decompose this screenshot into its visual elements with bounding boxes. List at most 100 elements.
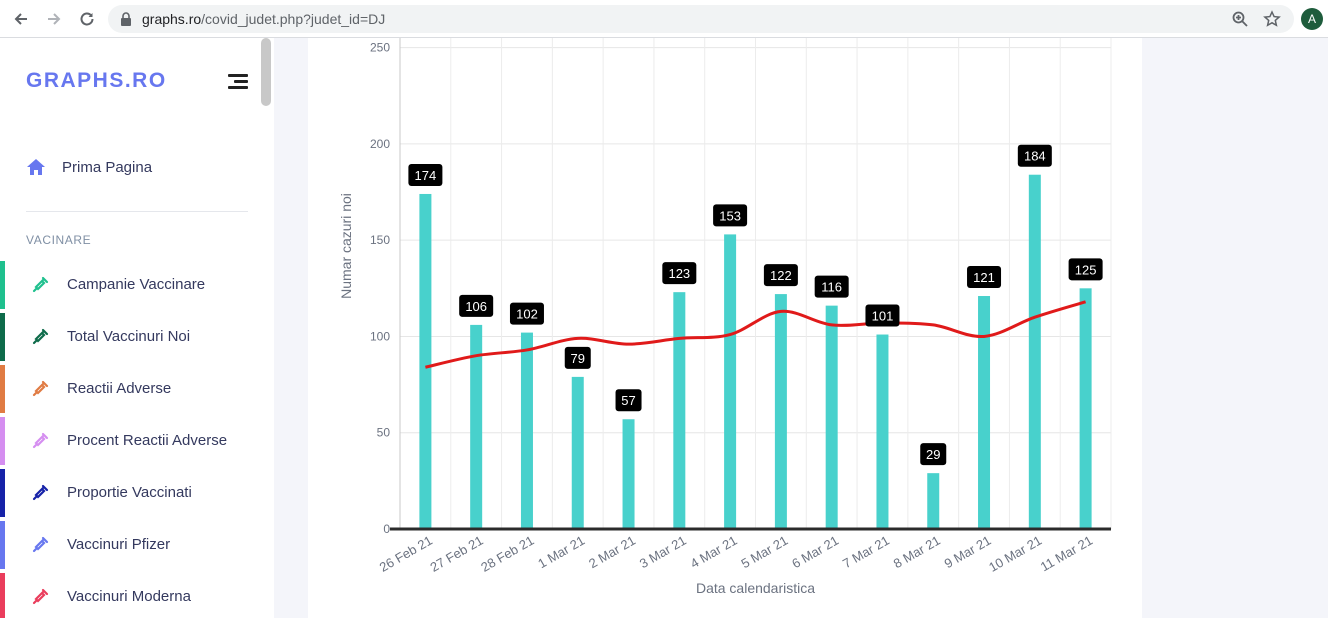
- bookmark-star-icon[interactable]: [1263, 10, 1281, 28]
- address-bar[interactable]: graphs.ro/covid_judet.php?judet_id=DJ: [108, 5, 1294, 33]
- sidebar-item-label: Procent Reactii Adverse: [67, 432, 228, 449]
- data-label-box: [615, 389, 642, 412]
- trend-line: [425, 300, 1087, 369]
- data-label: 102: [516, 307, 538, 322]
- y-tick-label: 50: [377, 426, 391, 440]
- bar-6: [724, 234, 737, 529]
- sidebar-item-total-vaccinuri-noi[interactable]: Total Vaccinuri Noi: [0, 313, 274, 361]
- item-accent-bar: [0, 469, 5, 517]
- x-tick-label: 9 Mar 21: [942, 533, 994, 572]
- x-tick-label: 11 Mar 21: [1038, 533, 1095, 575]
- home-icon: [27, 159, 45, 175]
- data-label: 79: [571, 351, 585, 366]
- sidebar-scrollbar[interactable]: [261, 38, 271, 106]
- data-label-box: [865, 304, 900, 327]
- x-tick-label: 6 Mar 21: [789, 533, 841, 572]
- data-label: 101: [872, 309, 894, 324]
- x-tick-label: 5 Mar 21: [738, 533, 790, 572]
- lock-icon: [121, 12, 131, 26]
- sidebar-item-home[interactable]: Prima Pagina: [26, 158, 152, 176]
- back-icon[interactable]: [9, 8, 33, 30]
- section-header: VACINARE: [26, 233, 92, 247]
- sidebar-item-label: Proportie Vaccinati: [67, 484, 192, 501]
- sidebar-item-vaccinuri-pfizer[interactable]: Vaccinuri Pfizer: [0, 521, 274, 569]
- bar-3: [571, 376, 584, 529]
- data-label-box: [408, 163, 443, 186]
- x-tick-label: 7 Mar 21: [840, 533, 892, 572]
- syringe-icon: [32, 536, 49, 553]
- syringe-icon: [32, 432, 49, 449]
- x-tick-label: 1 Mar 21: [535, 533, 587, 572]
- reload-icon[interactable]: [75, 8, 99, 30]
- bar-4: [622, 419, 635, 529]
- data-label-box: [564, 346, 591, 369]
- x-tick-label: 28 Feb 21: [478, 533, 536, 575]
- bar-7: [774, 294, 787, 529]
- sidebar-item-vaccinuri-moderna[interactable]: Vaccinuri Moderna: [0, 573, 274, 618]
- sidebar-item-procent-reactii-adverse[interactable]: Procent Reactii Adverse: [0, 417, 274, 465]
- bar-11: [978, 296, 991, 529]
- x-tick-label: 26 Feb 21: [377, 533, 435, 575]
- data-label: 123: [668, 266, 690, 281]
- data-label-box: [459, 294, 494, 317]
- bar-10: [927, 473, 940, 529]
- data-label: 29: [926, 447, 940, 462]
- y-axis-title: Numar cazuri noi: [338, 193, 354, 299]
- bar-1: [470, 324, 483, 529]
- bar-5: [673, 292, 686, 529]
- syringe-icon: [32, 380, 49, 397]
- item-accent-bar: [0, 365, 5, 413]
- data-label: 184: [1024, 149, 1046, 164]
- y-tick-label: 100: [370, 329, 390, 343]
- syringe-icon: [32, 588, 49, 605]
- data-label-box: [509, 302, 544, 325]
- y-tick-label: 0: [383, 522, 390, 536]
- data-label: 125: [1075, 262, 1097, 277]
- data-label: 153: [719, 208, 741, 223]
- bar-8: [825, 305, 838, 529]
- y-tick-label: 150: [370, 233, 390, 247]
- forward-icon[interactable]: [42, 8, 66, 30]
- data-label: 116: [821, 280, 842, 295]
- x-tick-label: 4 Mar 21: [688, 533, 740, 572]
- brand-logo[interactable]: GRAPHS.RO: [26, 69, 167, 92]
- data-label-box: [763, 264, 798, 287]
- sidebar-item-reactii-adverse[interactable]: Reactii Adverse: [0, 365, 274, 413]
- x-tick-label: 3 Mar 21: [637, 533, 689, 572]
- sidebar-item-label: Prima Pagina: [62, 158, 153, 176]
- data-label: 174: [415, 168, 437, 183]
- bar-13: [1079, 288, 1092, 529]
- sidebar-item-label: Campanie Vaccinare: [67, 276, 206, 293]
- x-tick-label: 2 Mar 21: [586, 533, 638, 572]
- sidebar-item-label: Total Vaccinuri Noi: [67, 328, 191, 345]
- sidebar-item-campanie-vaccinare[interactable]: Campanie Vaccinare: [0, 261, 274, 309]
- url-text[interactable]: graphs.ro/covid_judet.php?judet_id=DJ: [142, 11, 386, 27]
- sidebar-item-label: Vaccinuri Moderna: [67, 588, 191, 605]
- divider: [26, 211, 248, 212]
- bar-9: [876, 334, 889, 529]
- item-accent-bar: [0, 417, 5, 465]
- item-accent-bar: [0, 573, 5, 618]
- x-tick-label: 27 Feb 21: [427, 533, 485, 575]
- item-accent-bar: [0, 521, 5, 569]
- data-label-box: [713, 204, 748, 227]
- chart: 0 50 100 150 200 250 174 106 102 79 57 123 153 122 116…: [338, 38, 1112, 596]
- sidebar: GRAPHS.RO Prima Pagina VACINARE Campanie…: [0, 38, 274, 618]
- syringe-icon: [32, 328, 49, 345]
- y-tick-label: 200: [370, 137, 390, 151]
- sidebar-item-proportie-vaccinati[interactable]: Proportie Vaccinati: [0, 469, 274, 517]
- zoom-icon[interactable]: [1231, 10, 1249, 28]
- data-label: 121: [973, 270, 995, 285]
- data-label-box: [1068, 258, 1103, 281]
- profile-avatar[interactable]: A: [1301, 8, 1323, 30]
- x-tick-label: 10 Mar 21: [986, 533, 1044, 575]
- data-label-box: [1017, 144, 1052, 167]
- data-label-box: [967, 266, 1002, 289]
- menu-toggle-icon[interactable]: [228, 74, 248, 90]
- data-label-box: [814, 275, 849, 298]
- bar-0: [419, 193, 432, 529]
- data-label: 106: [465, 299, 487, 314]
- data-label-box: [662, 262, 697, 285]
- x-axis-title: Data calendaristica: [696, 580, 815, 596]
- item-accent-bar: [0, 313, 5, 361]
